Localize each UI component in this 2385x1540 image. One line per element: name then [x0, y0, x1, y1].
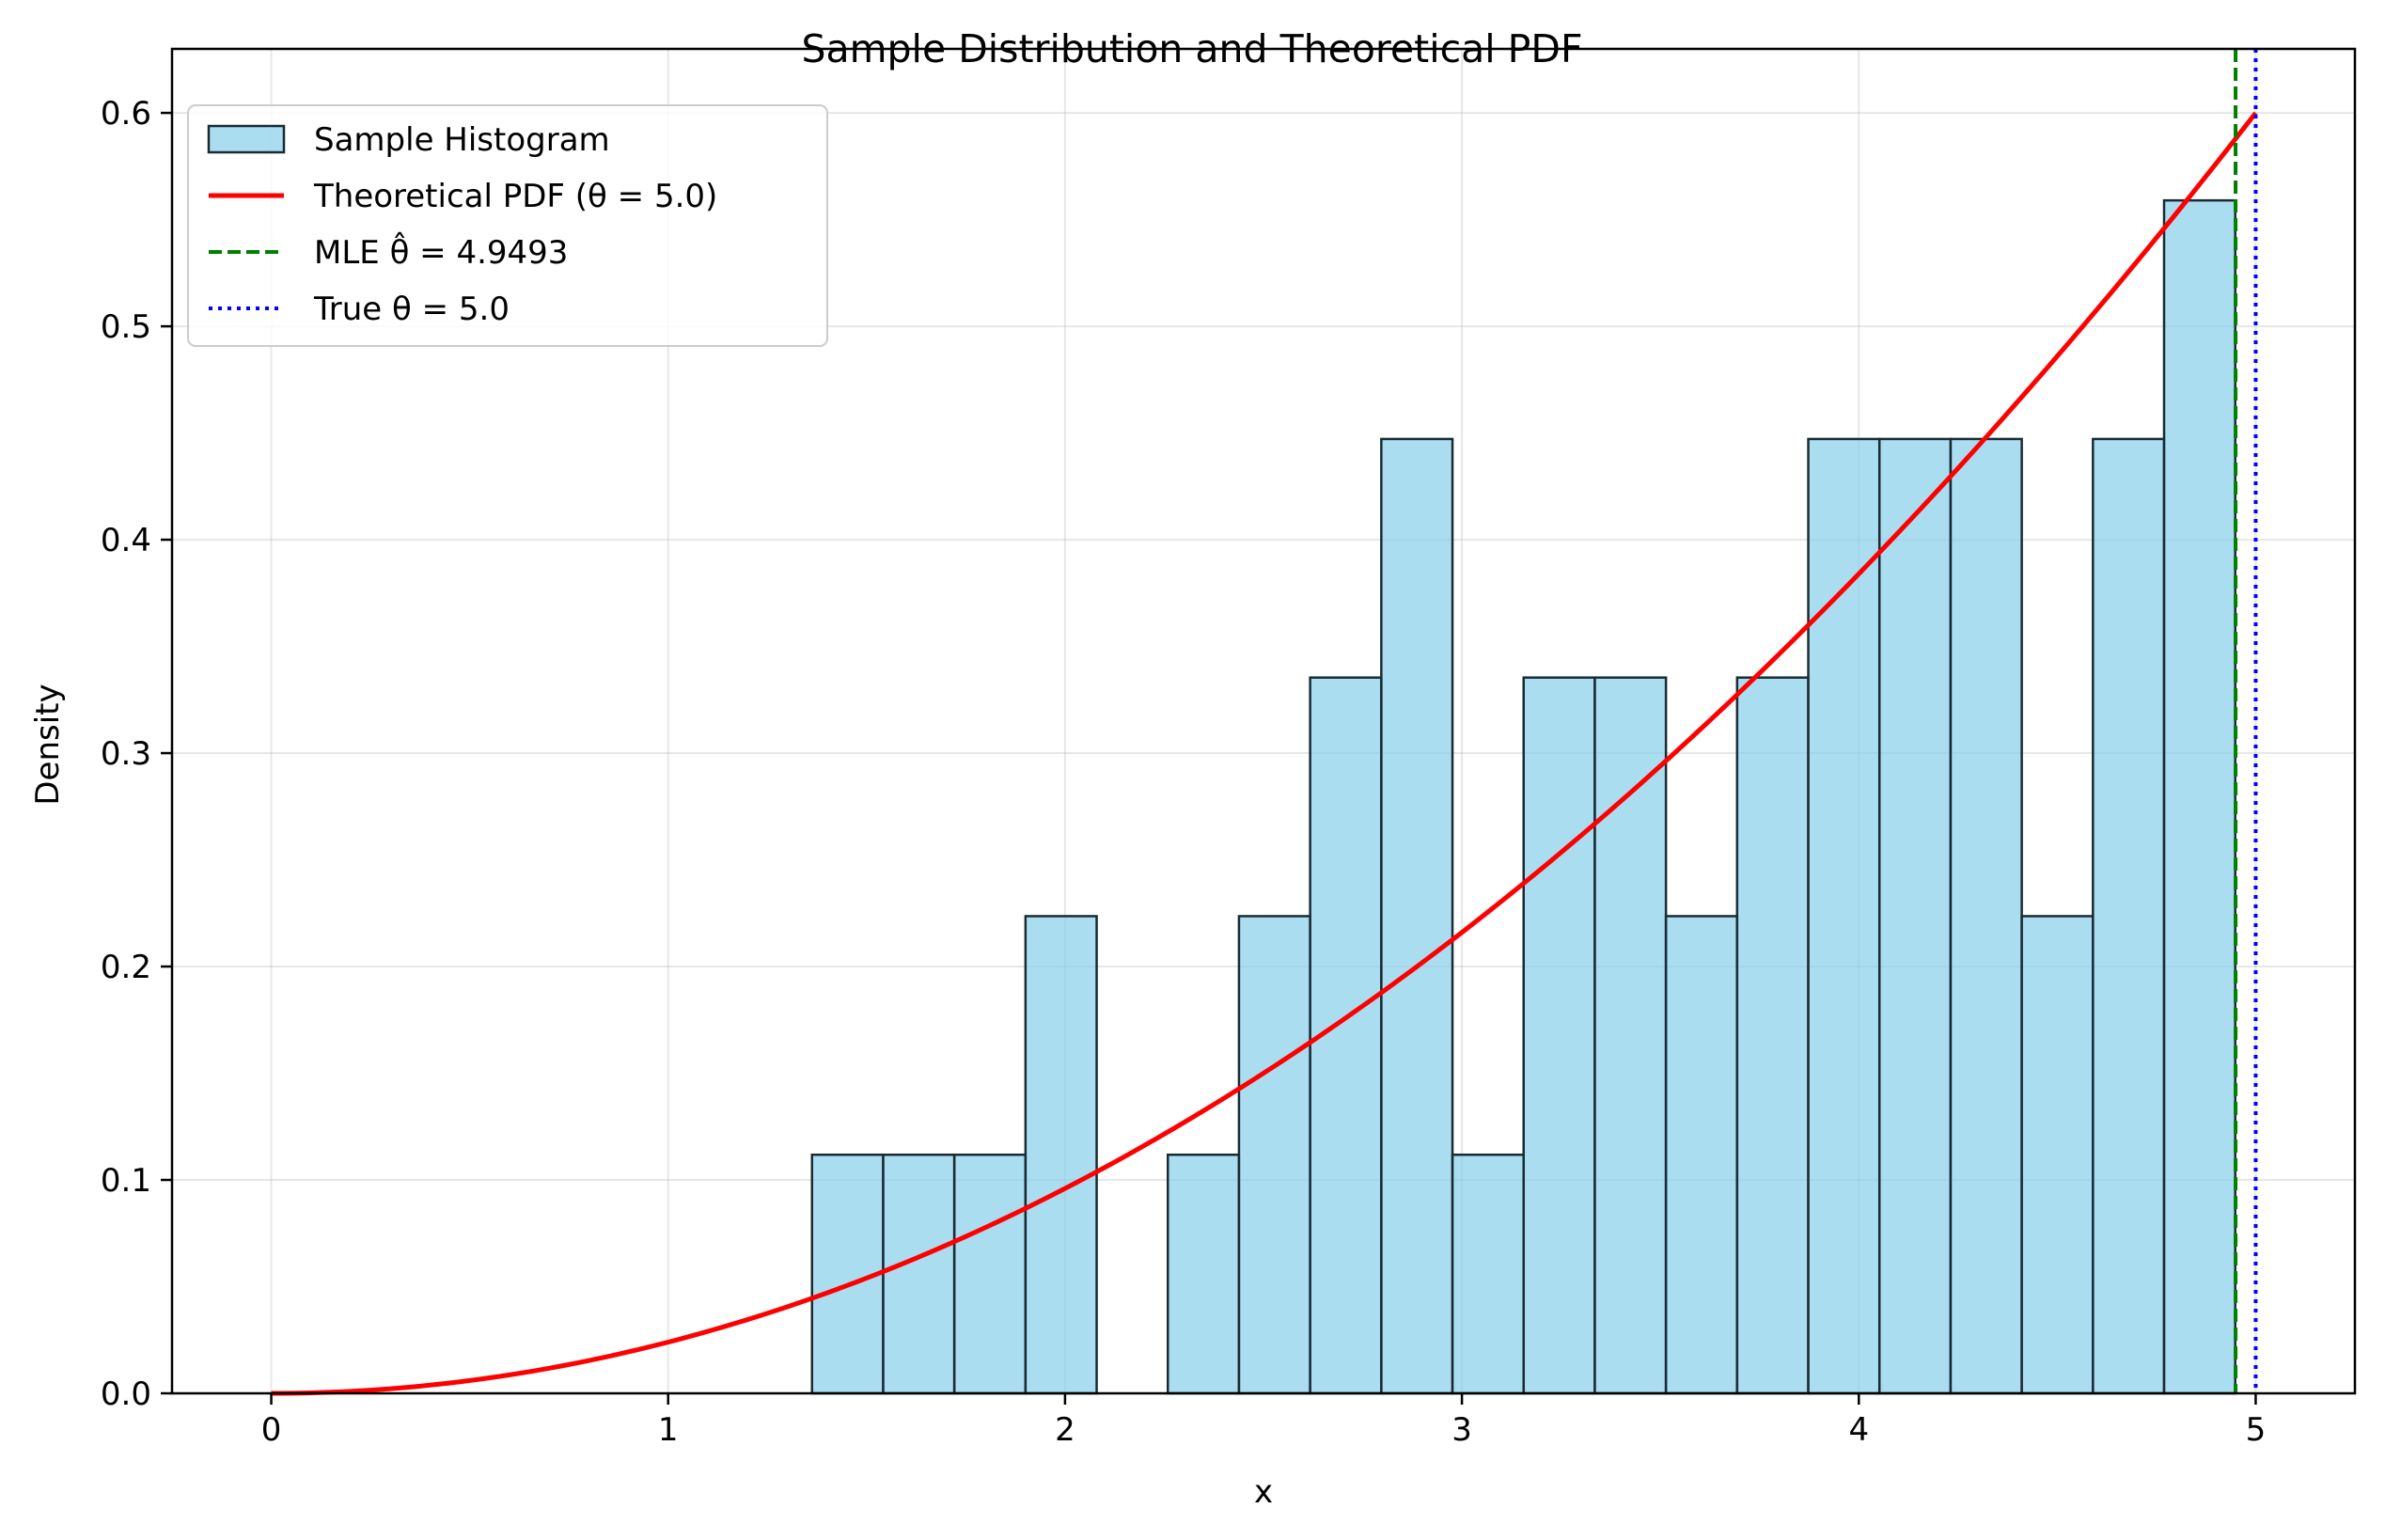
x-tick-label-5: 5	[2246, 1411, 2267, 1449]
histogram-bar-10	[1522, 676, 1596, 1395]
histogram-bar-15	[1877, 437, 1953, 1395]
chart-title: Sample Distribution and Theoretical PDF	[801, 26, 1582, 71]
legend-histogram-entry: Sample Histogram	[207, 121, 610, 159]
legend-pdf-label: Theoretical PDF (θ = 5.0)	[313, 178, 717, 215]
histogram-bar-19	[2162, 198, 2236, 1395]
y-tick-label-5: 0.5	[101, 308, 151, 346]
legend-histogram-label: Sample Histogram	[314, 121, 610, 159]
pdf-curve	[271, 111, 2258, 1396]
x-tick-label-3: 3	[1451, 1411, 1472, 1449]
legend: Sample Histogram Theoretical PDF (θ = 5.0…	[187, 104, 828, 347]
plot-frame	[170, 47, 2357, 1395]
y-tick-label-3: 0.3	[101, 735, 151, 773]
histogram-bar-17	[2020, 915, 2095, 1395]
x-axis-label: x	[1254, 1473, 1273, 1511]
y-tick-label-0: 0.0	[101, 1375, 151, 1413]
legend-pdf-entry: Theoretical PDF (θ = 5.0)	[209, 178, 717, 215]
histogram-bar-9	[1451, 1153, 1525, 1395]
legend-histogram-swatch	[207, 124, 286, 154]
histogram-bar-16	[1949, 437, 2023, 1395]
histogram-bar-6	[1237, 915, 1311, 1395]
y-axis-label: Density	[29, 684, 67, 805]
legend-true-entry: True θ = 5.0	[209, 291, 510, 328]
histogram-bar-11	[1593, 676, 1668, 1395]
x-tick-label-4: 4	[1848, 1411, 1869, 1449]
legend-true-label: True θ = 5.0	[313, 291, 510, 328]
histogram-bars	[810, 198, 2236, 1395]
y-tick-label-4: 0.4	[101, 522, 151, 559]
histogram-bar-13	[1735, 676, 1810, 1395]
histogram-bar-14	[1807, 437, 1881, 1395]
x-tick-label-2: 2	[1055, 1411, 1075, 1449]
histogram-bar-12	[1664, 915, 1739, 1395]
legend-box	[187, 104, 828, 347]
x-tick-label-0: 0	[261, 1411, 282, 1449]
y-tick-label-6: 0.6	[101, 95, 151, 133]
legend-mle-label: MLE θ̂ = 4.9493	[314, 232, 568, 272]
histogram-bar-1	[882, 1153, 956, 1395]
histogram-bar-2	[952, 1153, 1028, 1395]
y-tick-label-1: 0.1	[101, 1162, 151, 1200]
x-tick-label-1: 1	[658, 1411, 679, 1449]
histogram-bar-18	[2092, 437, 2166, 1395]
series-lines	[271, 49, 2258, 1396]
histogram-bar-5	[1167, 1153, 1241, 1395]
axis-ticks: 0 1 2 3 4 5 0.0 0.1 0.2 0.3 0.4 0.5 0.6	[101, 95, 2266, 1449]
y-tick-label-2: 0.2	[101, 949, 151, 986]
histogram-bar-8	[1380, 437, 1454, 1395]
histogram-bar-3	[1024, 915, 1098, 1395]
histogram-bar-7	[1309, 676, 1383, 1395]
legend-mle-entry: MLE θ̂ = 4.9493	[209, 232, 568, 272]
